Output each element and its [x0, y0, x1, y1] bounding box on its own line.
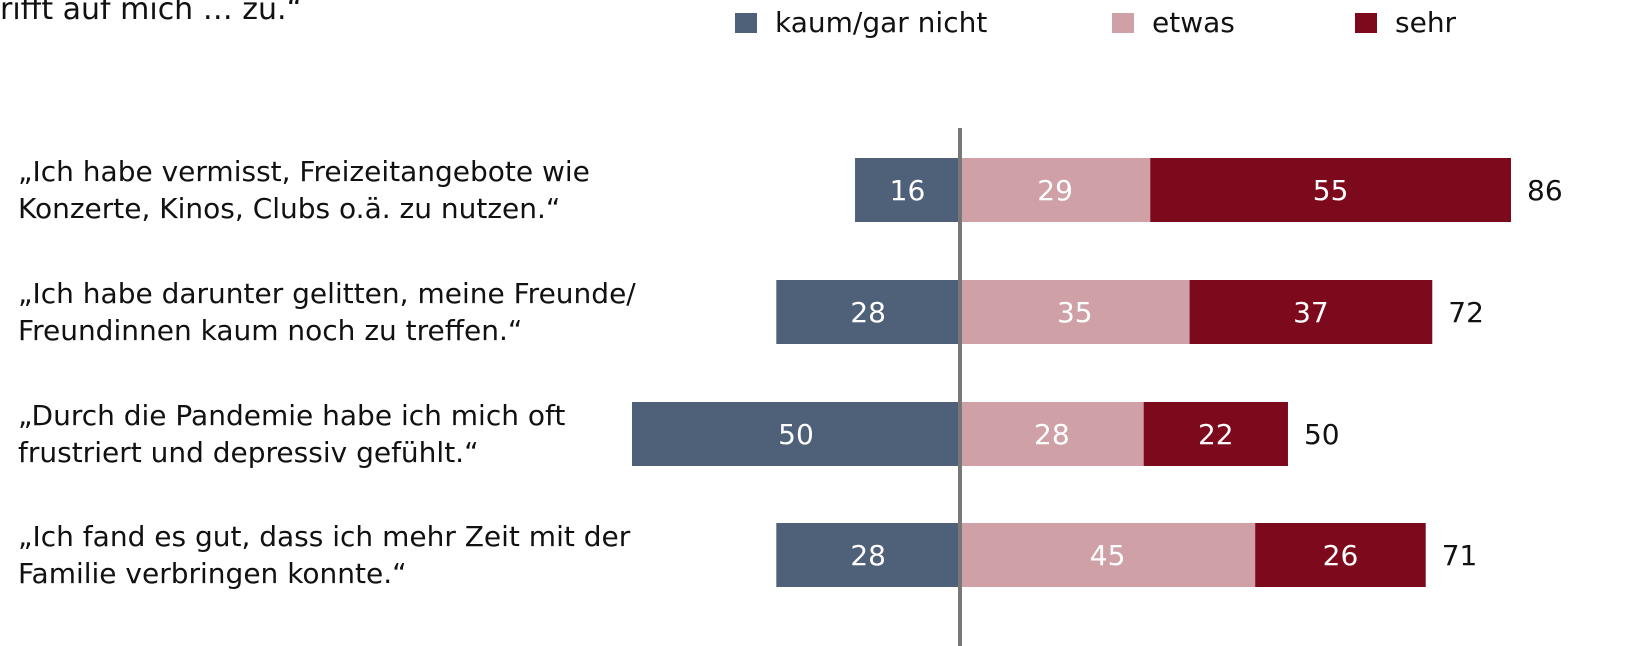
bar-segment [959, 402, 1144, 466]
total-label: 71 [1442, 539, 1478, 572]
bar-segment [632, 402, 960, 466]
value-label: 35 [1057, 296, 1093, 329]
legend-label: etwas [1152, 6, 1235, 39]
value-label: 26 [1323, 539, 1359, 572]
bar-segment [959, 523, 1256, 587]
value-label: 50 [778, 418, 814, 451]
legend-label: kaum/gar nicht [775, 6, 987, 39]
bar-segment [776, 280, 960, 344]
bar-segment [959, 280, 1190, 344]
legend-swatch [1355, 13, 1377, 33]
total-label: 86 [1527, 174, 1563, 207]
value-label: 28 [850, 539, 886, 572]
chart-title: rifft auf mich … zu.“ [0, 0, 303, 27]
value-label: 28 [850, 296, 886, 329]
bar-segment [1255, 523, 1426, 587]
bar-segment [1143, 402, 1288, 466]
category-label: „Ich fand es gut, dass ich mehr Zeit mit… [18, 520, 631, 590]
value-label: 45 [1090, 539, 1126, 572]
value-label: 22 [1198, 418, 1234, 451]
value-label: 16 [890, 174, 926, 207]
bar-segment [855, 158, 960, 222]
value-label: 28 [1034, 418, 1070, 451]
legend-label: sehr [1395, 6, 1457, 39]
bar-segment [776, 523, 960, 587]
legend-swatch [1112, 13, 1134, 33]
value-label: 55 [1313, 174, 1349, 207]
bar-segment [1150, 158, 1511, 222]
value-label: 37 [1293, 296, 1329, 329]
legend-swatch [735, 13, 757, 33]
bar-segment [959, 158, 1151, 222]
category-label: „Durch die Pandemie habe ich mich oft fr… [18, 399, 566, 469]
category-label: „Ich habe darunter gelitten, meine Freun… [18, 277, 636, 347]
value-label: 29 [1037, 174, 1073, 207]
bar-segment [1189, 280, 1433, 344]
total-label: 72 [1448, 296, 1484, 329]
total-label: 50 [1304, 418, 1340, 451]
category-label: „Ich habe vermisst, Freizeitangebote wie… [18, 155, 590, 225]
